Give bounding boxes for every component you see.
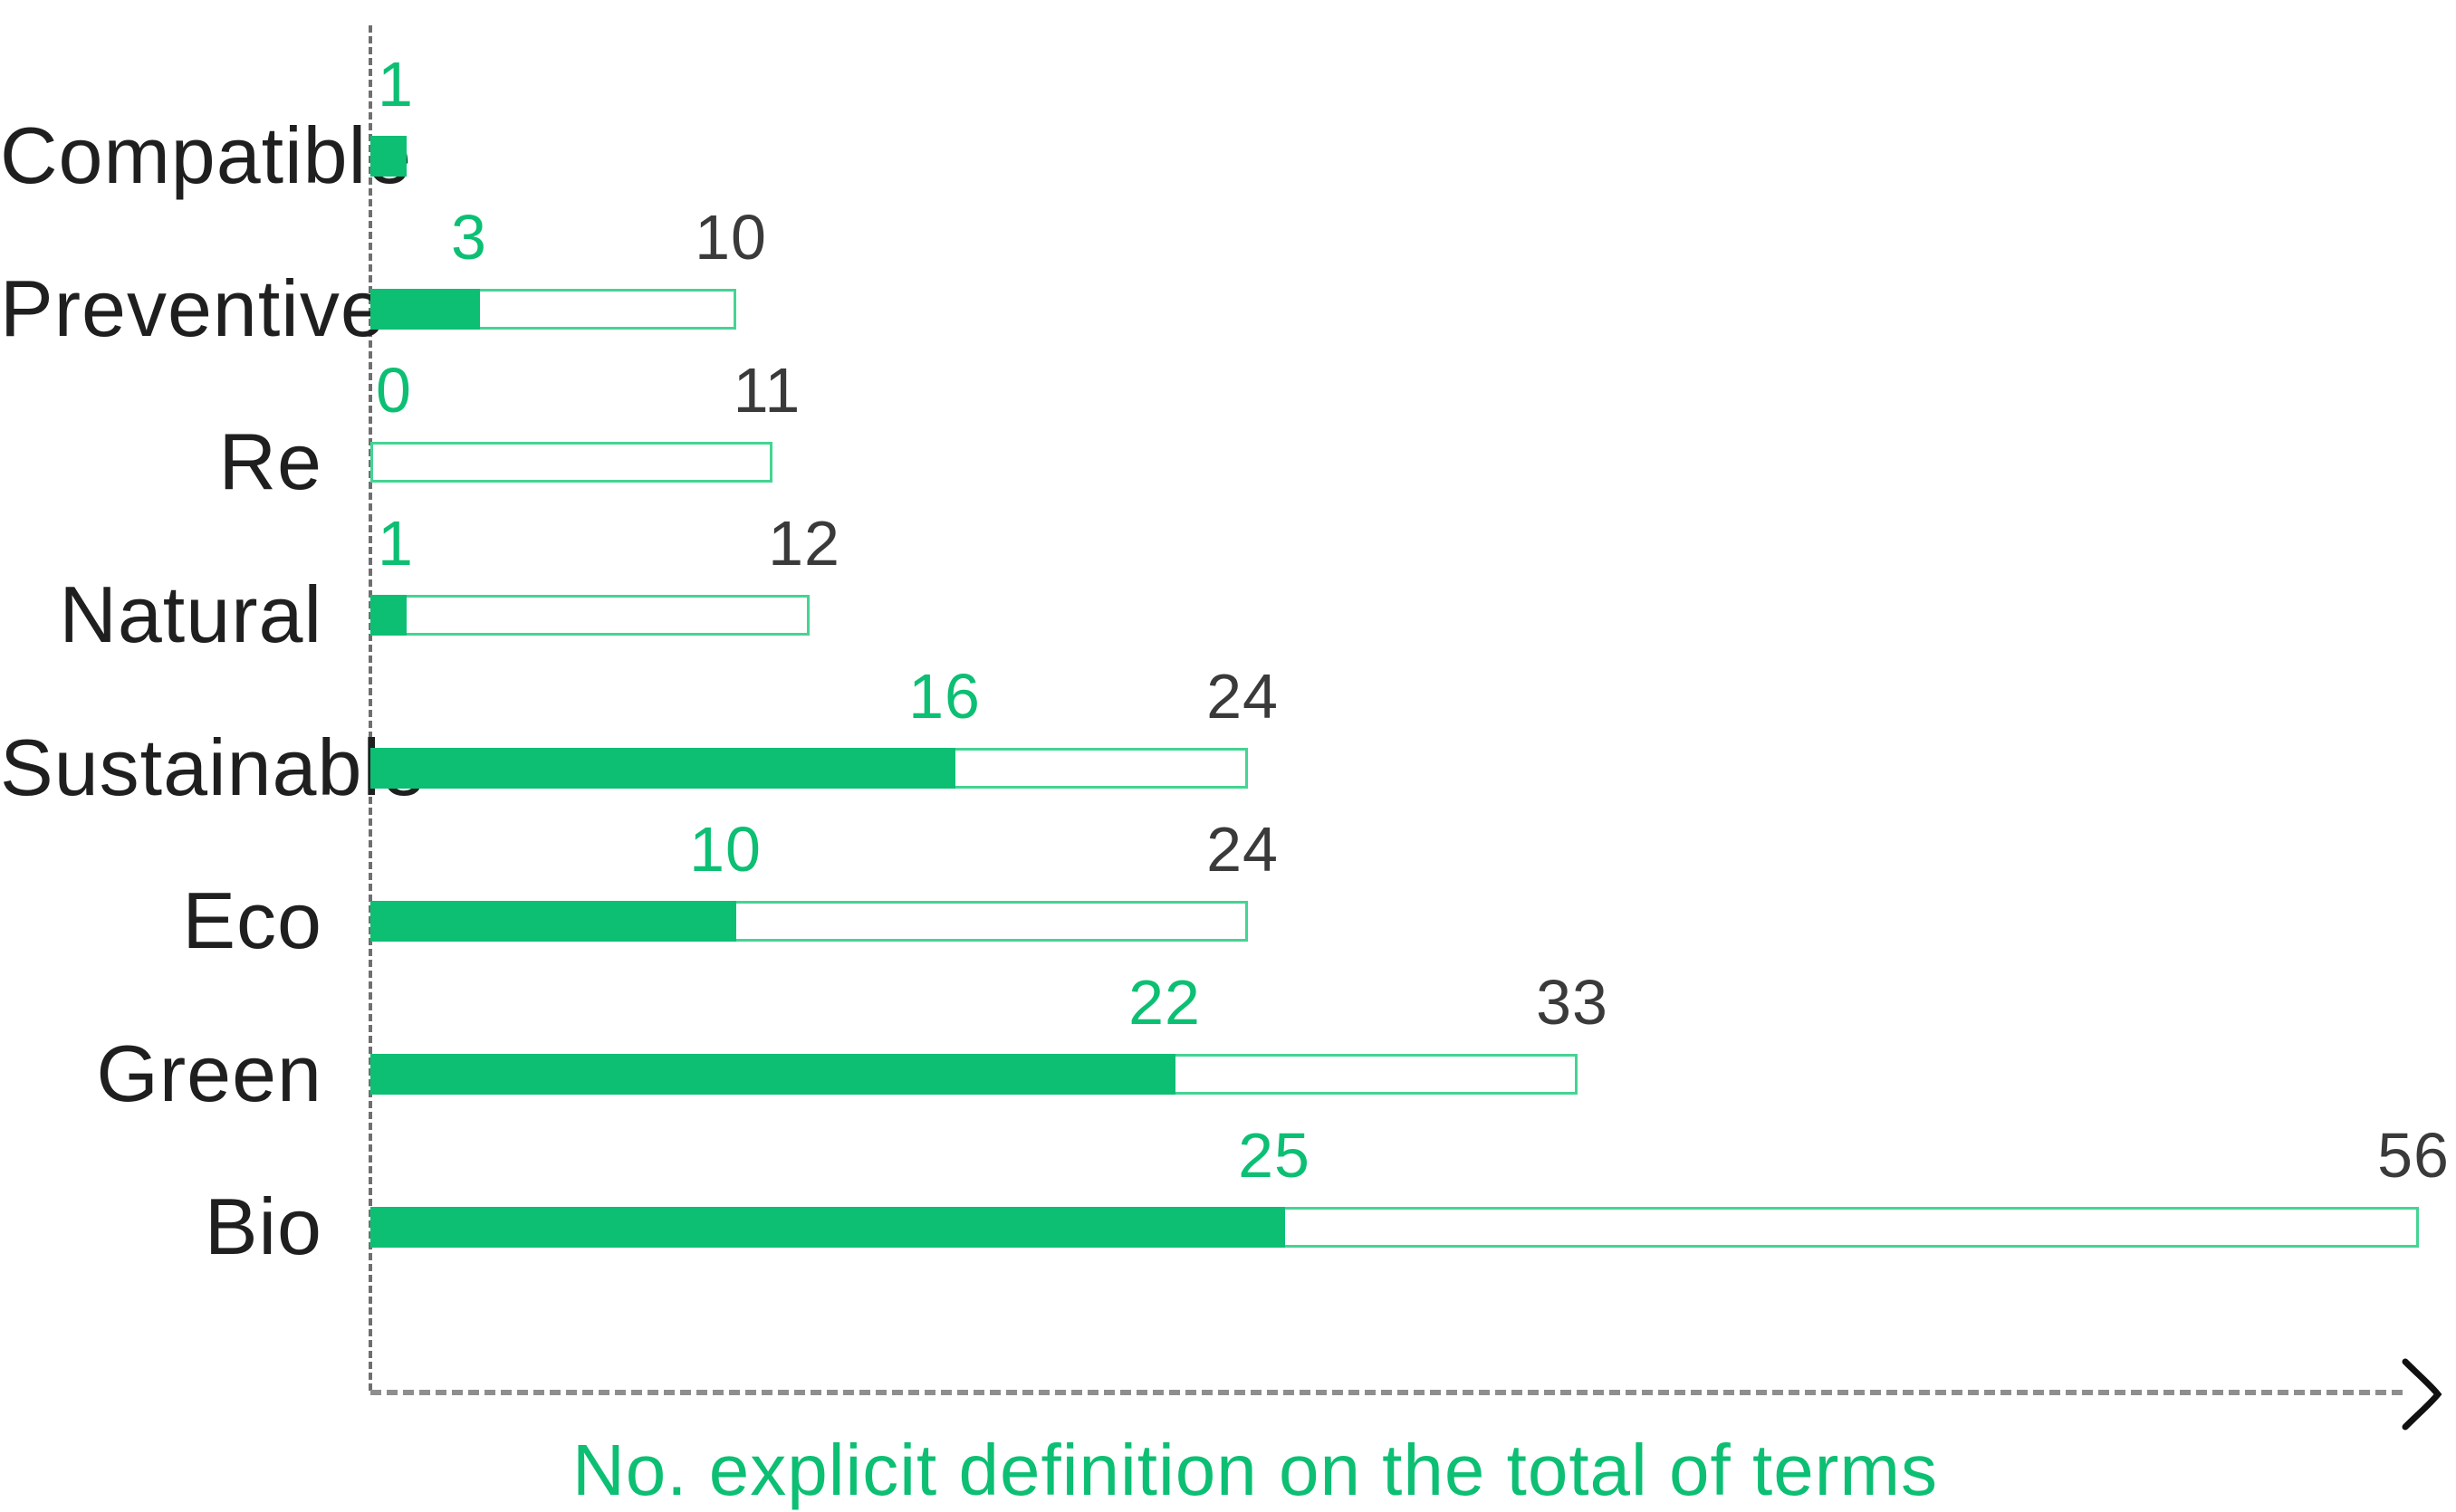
x-axis-arrow-icon — [2402, 1358, 2442, 1431]
value-label-explicit-preventive: 3 — [451, 202, 487, 273]
fill-bar-green — [370, 1053, 1175, 1095]
category-label-compatible: Compatible — [0, 110, 413, 200]
fill-bar-sustainable — [370, 747, 955, 789]
value-label-total-natural: 12 — [768, 508, 840, 579]
value-label-total-sustainable: 24 — [1206, 661, 1279, 732]
total-bar-natural — [370, 594, 810, 636]
fill-bar-compatible — [370, 135, 407, 177]
category-label-natural: Natural — [59, 569, 322, 659]
category-label-re: Re — [218, 416, 322, 506]
x-axis-dashed-line — [370, 1390, 2403, 1395]
fill-bar-bio — [370, 1206, 1285, 1248]
value-label-explicit-re: 0 — [376, 355, 412, 426]
value-label-explicit-sustainable: 16 — [908, 661, 981, 732]
fill-bar-eco — [370, 900, 736, 942]
value-label-explicit-compatible: 1 — [378, 49, 414, 120]
fill-bar-natural — [370, 594, 407, 636]
category-label-eco: Eco — [182, 876, 322, 965]
value-label-total-eco: 24 — [1206, 814, 1279, 885]
value-label-total-green: 33 — [1536, 967, 1608, 1038]
value-label-total-preventive: 10 — [695, 202, 767, 273]
value-label-total-bio: 56 — [2377, 1120, 2450, 1191]
category-label-preventive: Preventive — [0, 263, 386, 353]
value-label-total-re: 11 — [733, 355, 801, 426]
fill-bar-preventive — [370, 288, 480, 330]
category-label-sustainable: Sustainable — [0, 723, 427, 812]
y-axis-dashed-line — [369, 25, 372, 1391]
category-label-bio: Bio — [204, 1182, 322, 1271]
x-axis-label: No. explicit definition on the total of … — [572, 1430, 1938, 1510]
category-label-green: Green — [96, 1029, 322, 1118]
value-label-explicit-eco: 10 — [689, 814, 762, 885]
value-label-explicit-bio: 25 — [1238, 1120, 1310, 1191]
total-bar-re — [370, 441, 772, 483]
value-label-explicit-green: 22 — [1128, 967, 1201, 1038]
value-label-explicit-natural: 1 — [378, 508, 414, 579]
